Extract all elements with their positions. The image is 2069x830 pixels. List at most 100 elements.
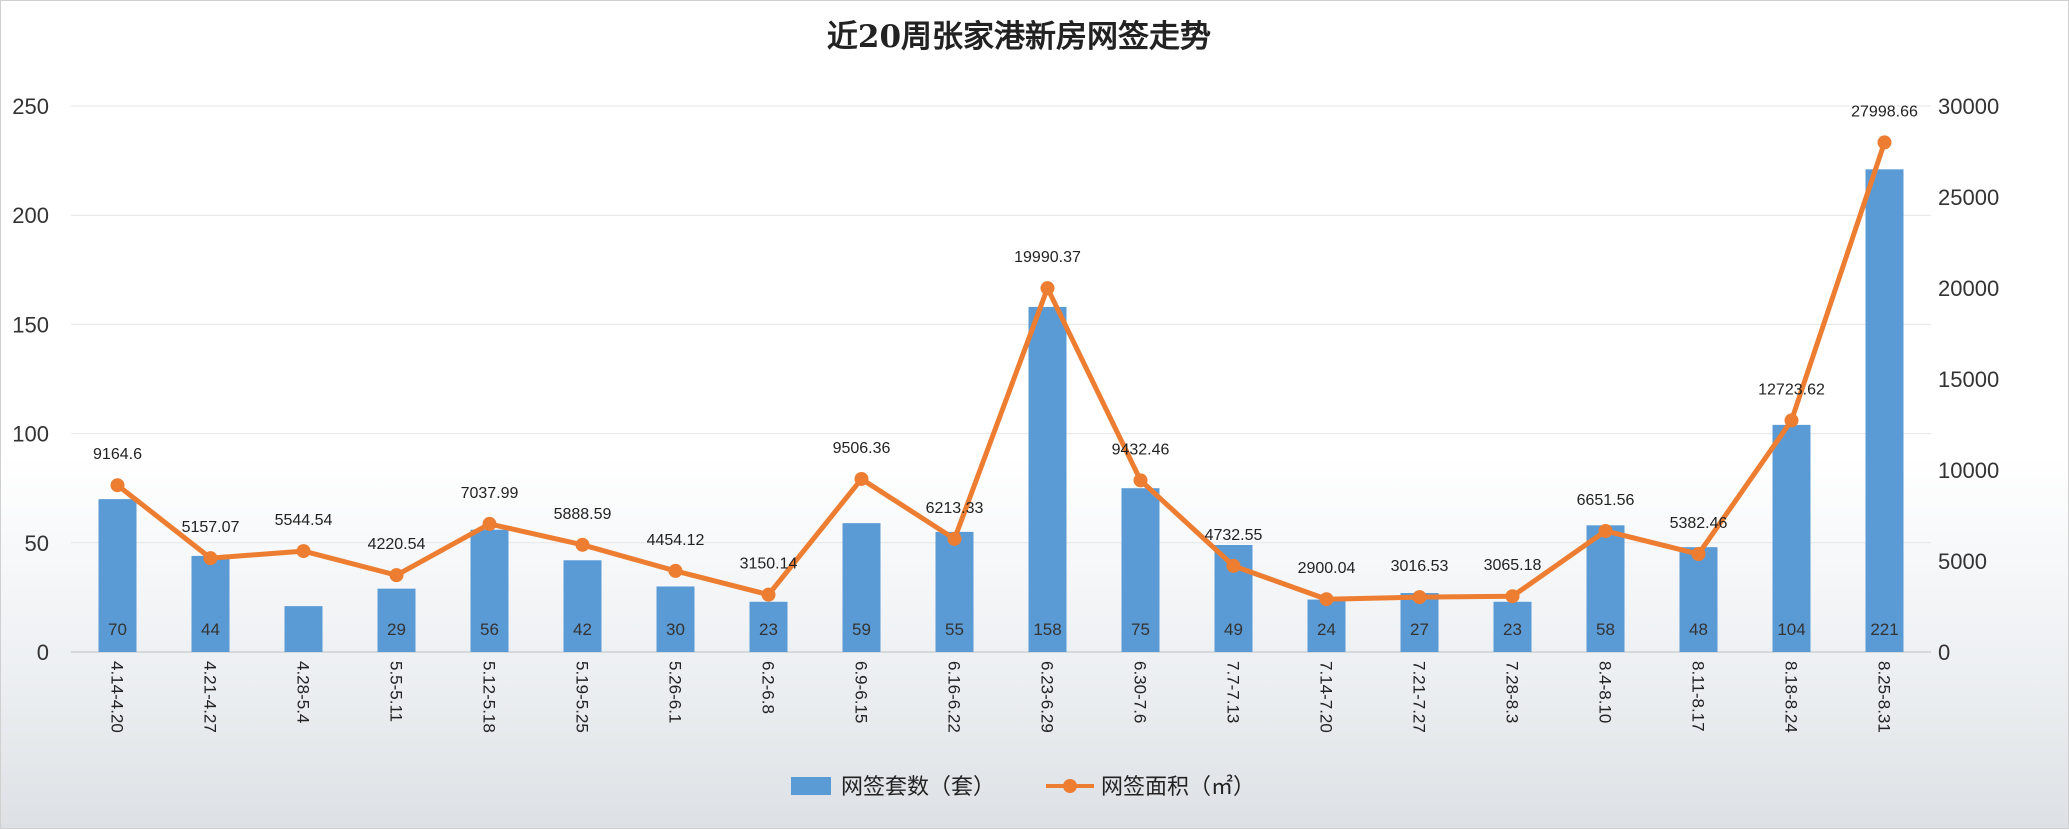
bar-data-label: 24 [1317,620,1336,639]
bar [1028,306,1067,652]
y-right-tick-label: 10000 [1938,458,1999,483]
x-category-label: 8.25-8.31 [1875,661,1894,733]
y-right-tick-label: 0 [1938,640,1950,665]
line-series [110,135,1892,607]
bar-data-label: 56 [480,620,499,639]
line-data-label: 3150.14 [740,556,798,573]
bar [470,529,509,652]
x-category-label: 7.14-7.20 [1317,661,1336,733]
bar-data-label: 48 [1689,620,1708,639]
bar [842,523,881,652]
x-category-label: 6.9-6.15 [852,661,871,723]
bar [749,601,788,652]
x-category-label: 8.11-8.17 [1689,661,1708,732]
line-data-label: 2900.04 [1298,560,1356,577]
x-category-label: 4.21-4.27 [201,661,220,733]
x-category-label: 5.5-5.11 [387,661,406,722]
bar [98,499,137,652]
bar [377,588,416,652]
line-data-label: 5382.46 [1670,515,1728,532]
y-left-tick-label: 200 [12,203,49,228]
x-category-label: 5.19-5.25 [573,661,592,733]
line-path [115,141,1887,602]
line-data-label: 5888.59 [554,506,612,523]
bar [656,586,695,652]
line-point [761,587,776,602]
bar [935,531,974,652]
line-point [947,531,962,546]
line-point [1505,589,1520,604]
bar-series [98,169,1904,652]
line-data-label: 12723.62 [1758,381,1825,398]
bar-data-label: 59 [852,620,871,639]
bar-data-label: 70 [108,620,127,639]
x-category-label: 4.14-4.20 [108,661,127,733]
bar-data-label: 75 [1131,620,1150,639]
x-category-label: 4.28-5.4 [294,661,313,723]
line-data-label: 9432.46 [1112,441,1170,458]
bar [563,560,602,652]
bar-data-label: 158 [1033,620,1061,639]
line-data-label: 9164.6 [93,446,142,463]
line-data-label: 9506.36 [833,440,891,457]
line-data-label: 5544.54 [275,512,333,529]
x-category-label: 5.12-5.18 [480,661,499,733]
line-point [482,516,497,531]
line-data-label: 27998.66 [1851,103,1918,120]
legend-bar-swatch [791,777,831,795]
bar [1586,525,1625,652]
bar [1121,488,1160,652]
bar [1307,599,1346,652]
legend: 网签套数（套） 网签面积（㎡） [791,774,1255,800]
x-category-label: 5.26-6.1 [666,661,685,723]
chart-title: 近20周张家港新房网签走势 [827,19,1211,55]
line-data-label: 4732.55 [1205,527,1263,544]
bar-data-label: 23 [759,620,778,639]
line-data-label: 19990.37 [1014,249,1081,266]
line-point [1784,413,1799,428]
line-data-label: 5157.07 [182,519,240,536]
y-left-tick-label: 250 [12,94,49,119]
bar [1679,547,1718,652]
bar [1865,169,1904,652]
y-left-tick-label: 50 [25,531,49,556]
legend-line-marker [1063,779,1077,793]
line-point [575,537,590,552]
bar-data-label: 44 [201,620,220,639]
y-left-tick-label: 100 [12,422,49,447]
line-data-label: 4220.54 [368,536,426,553]
bar [191,555,230,652]
x-category-label: 7.21-7.27 [1410,661,1429,733]
bar-data-label: 27 [1410,620,1429,639]
y-right-tick-label: 20000 [1938,276,1999,301]
line-point [854,471,869,486]
line-point [203,551,218,566]
bar-data-label: 58 [1596,620,1615,639]
gridlines [71,105,1931,653]
bar [1772,424,1811,652]
line-point [668,563,683,578]
x-category-label: 6.23-6.29 [1038,661,1057,733]
line-point [1598,523,1613,538]
axes: 0 50 100 150 200 250 0 5000 10000 15000 20000 25000… [12,94,1999,733]
line-point [389,568,404,583]
bar-data-label: 49 [1224,620,1243,639]
line-point [296,544,311,559]
bar-data-label: 42 [573,620,592,639]
x-category-label: 6.30-7.6 [1131,661,1150,723]
line-data-label: 6651.56 [1577,492,1635,509]
line-point [1040,281,1055,296]
y-right-tick-label: 5000 [1938,549,1987,574]
legend-line-label: 网签面积（㎡） [1101,774,1255,800]
bar [1493,601,1532,652]
y-left-tick-label: 150 [12,312,49,337]
line-data-label: 6213.33 [926,500,984,517]
bar-data-label: 104 [1777,620,1805,639]
line-data-label: 3016.53 [1391,558,1449,575]
line-point [1691,547,1706,562]
x-category-label: 8.18-8.24 [1782,661,1801,733]
line-point [1133,473,1148,488]
bar-data-label: 23 [1503,620,1522,639]
